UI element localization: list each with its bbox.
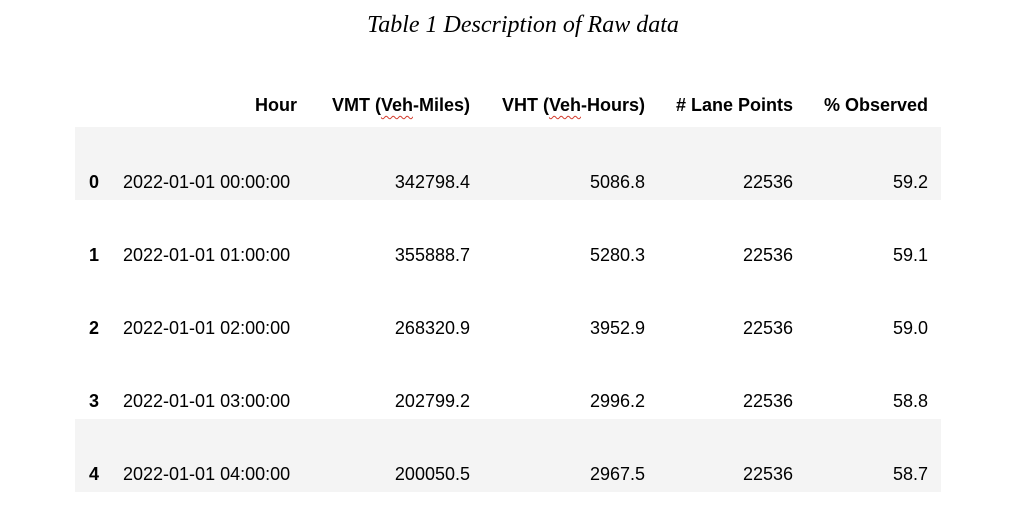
cell-vht: 5280.3 bbox=[589, 245, 645, 265]
header-vht-prefix: VHT ( bbox=[501, 95, 549, 115]
header-hour: Hour bbox=[255, 95, 297, 115]
table-row: 1 2022-01-01 01:00:00 355888.7 5280.3 22… bbox=[75, 200, 941, 273]
cell-observed: 58.8 bbox=[892, 391, 928, 411]
cell-hour: 2022-01-01 04:00:00 bbox=[123, 464, 291, 484]
row-index: 4 bbox=[88, 464, 99, 484]
table-row: 3 2022-01-01 03:00:00 202799.2 2996.2 22… bbox=[75, 346, 941, 419]
cell-lane-points: 22536 bbox=[742, 172, 793, 192]
table-header-row: Hour VMT (Veh-Miles) VHT (Veh-Hours) # L… bbox=[75, 88, 941, 127]
cell-vmt: 355888.7 bbox=[394, 245, 470, 265]
table-row: 4 2022-01-01 04:00:00 200050.5 2967.5 22… bbox=[75, 419, 941, 492]
cell-hour: 2022-01-01 02:00:00 bbox=[123, 318, 291, 338]
cell-observed: 59.2 bbox=[892, 172, 928, 192]
cell-hour: 2022-01-01 00:00:00 bbox=[123, 172, 291, 192]
table-row: 0 2022-01-01 00:00:00 342798.4 5086.8 22… bbox=[75, 127, 941, 200]
row-index: 2 bbox=[88, 318, 99, 338]
table-row: 2 2022-01-01 02:00:00 268320.9 3952.9 22… bbox=[75, 273, 941, 346]
cell-lane-points: 22536 bbox=[742, 391, 793, 411]
row-index: 0 bbox=[88, 172, 99, 192]
cell-vmt: 200050.5 bbox=[394, 464, 470, 484]
row-index: 3 bbox=[88, 391, 99, 411]
cell-vht: 3952.9 bbox=[589, 318, 645, 338]
cell-hour: 2022-01-01 01:00:00 bbox=[123, 245, 291, 265]
header-vht-veh: Veh bbox=[548, 95, 581, 115]
cell-vmt: 342798.4 bbox=[394, 172, 470, 192]
header-vmt-prefix: VMT ( bbox=[331, 95, 381, 115]
cell-lane-points: 22536 bbox=[742, 245, 793, 265]
row-index: 1 bbox=[88, 245, 99, 265]
cell-hour: 2022-01-01 03:00:00 bbox=[123, 391, 291, 411]
cell-vht: 2967.5 bbox=[589, 464, 645, 484]
header-vmt-suffix: -Miles) bbox=[412, 95, 470, 115]
cell-vmt: 268320.9 bbox=[394, 318, 470, 338]
cell-observed: 59.0 bbox=[892, 318, 928, 338]
header-vht: VHT (Veh-Hours) bbox=[502, 88, 645, 123]
table-caption: Table 1 Description of Raw data bbox=[367, 12, 679, 38]
header-vht-suffix: -Hours) bbox=[581, 95, 645, 115]
header-lane-points: # Lane Points bbox=[675, 95, 793, 115]
cell-observed: 58.7 bbox=[892, 464, 928, 484]
cell-observed: 59.1 bbox=[892, 245, 928, 265]
cell-vmt: 202799.2 bbox=[394, 391, 470, 411]
header-vmt: VMT (Veh-Miles) bbox=[332, 88, 470, 123]
cell-vht: 2996.2 bbox=[589, 391, 645, 411]
header-observed: % Observed bbox=[823, 95, 928, 115]
cell-vht: 5086.8 bbox=[589, 172, 645, 192]
header-vmt-veh: Veh bbox=[380, 95, 413, 115]
cell-lane-points: 22536 bbox=[742, 318, 793, 338]
cell-lane-points: 22536 bbox=[742, 464, 793, 484]
raw-data-table: Hour VMT (Veh-Miles) VHT (Veh-Hours) # L… bbox=[75, 88, 941, 492]
